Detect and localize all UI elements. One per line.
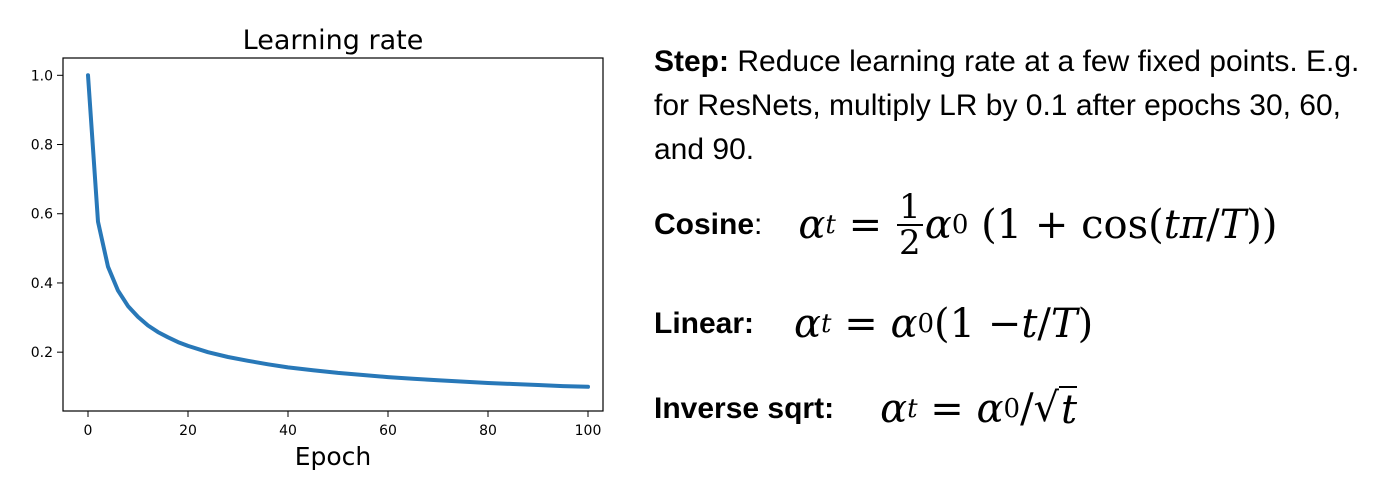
x-tick-label: 60 <box>379 423 397 439</box>
series-line <box>86 73 590 389</box>
x-tick-label: 0 <box>84 423 93 439</box>
x-tick-label: 40 <box>279 423 297 439</box>
step-label: Step: <box>654 45 729 78</box>
linear-label: Linear: <box>654 307 755 340</box>
chart-title: Learning rate <box>243 25 424 56</box>
x-axis-label: Epoch <box>295 442 372 471</box>
plot-frame <box>62 57 604 412</box>
step-text: Reduce learning rate at a few fixed poin… <box>654 45 1360 166</box>
x-tick-label: 20 <box>179 423 197 439</box>
inverse-label: Inverse sqrt: <box>654 392 835 425</box>
y-tick-label: 1.0 <box>31 68 53 84</box>
y-tick-label: 0.2 <box>31 345 53 361</box>
y-tick-label: 0.6 <box>31 207 53 223</box>
x-tick-label: 80 <box>479 423 497 439</box>
schedule-notes: Step: Reduce learning rate at a few fixe… <box>654 40 1394 432</box>
x-axis: 0 20 40 60 80 100 <box>84 411 602 439</box>
y-tick-label: 0.4 <box>31 276 53 292</box>
learning-rate-chart: Learning rate 0 20 40 60 80 100 0.2 0.4 0.6 0.8 1… <box>31 25 604 471</box>
x-tick-label: 100 <box>575 423 602 439</box>
y-axis: 0.2 0.4 0.6 0.8 1.0 <box>31 68 63 361</box>
cosine-colon: : <box>754 208 763 241</box>
cosine-label: Cosine <box>654 208 755 241</box>
y-tick-label: 0.8 <box>31 138 53 154</box>
step-description: Step: Reduce learning rate at a few fixe… <box>654 40 1394 172</box>
